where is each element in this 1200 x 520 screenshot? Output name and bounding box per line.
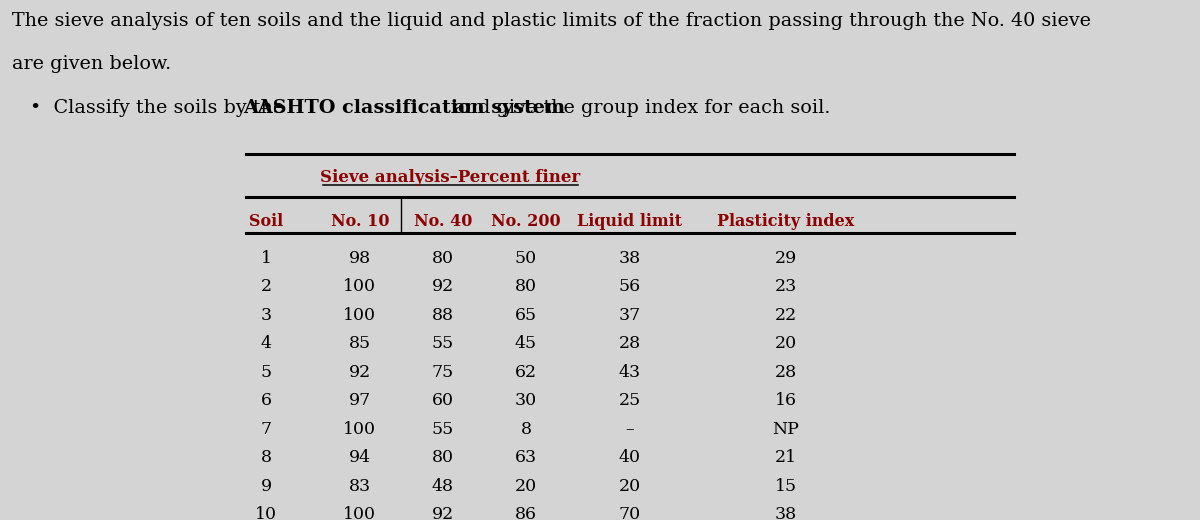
Text: 2: 2 — [260, 278, 272, 295]
Text: 85: 85 — [349, 335, 371, 353]
Text: 7: 7 — [260, 421, 272, 438]
Text: 62: 62 — [515, 364, 538, 381]
Text: 10: 10 — [256, 506, 277, 520]
Text: 37: 37 — [619, 307, 641, 324]
Text: No. 40: No. 40 — [414, 213, 472, 230]
Text: Liquid limit: Liquid limit — [577, 213, 683, 230]
Text: 92: 92 — [432, 506, 454, 520]
Text: 16: 16 — [775, 393, 797, 409]
Text: No. 200: No. 200 — [491, 213, 560, 230]
Text: 50: 50 — [515, 250, 538, 267]
Text: 80: 80 — [432, 250, 454, 267]
Text: 20: 20 — [515, 478, 538, 495]
Text: 94: 94 — [349, 449, 371, 466]
Text: 15: 15 — [775, 478, 797, 495]
Text: The sieve analysis of ten soils and the liquid and plastic limits of the fractio: The sieve analysis of ten soils and the … — [12, 12, 1091, 30]
Text: 5: 5 — [260, 364, 272, 381]
Text: 100: 100 — [343, 506, 377, 520]
Text: NP: NP — [773, 421, 799, 438]
Text: 21: 21 — [775, 449, 797, 466]
Text: 28: 28 — [775, 364, 797, 381]
Text: 45: 45 — [515, 335, 538, 353]
Text: 86: 86 — [515, 506, 538, 520]
Text: 56: 56 — [619, 278, 641, 295]
Text: 88: 88 — [432, 307, 454, 324]
Text: 70: 70 — [619, 506, 641, 520]
Text: 92: 92 — [349, 364, 371, 381]
Text: 4: 4 — [260, 335, 272, 353]
Text: Sieve analysis–Percent finer: Sieve analysis–Percent finer — [320, 169, 581, 186]
Text: 29: 29 — [775, 250, 797, 267]
Text: –: – — [625, 421, 635, 438]
Text: AASHTO classification system: AASHTO classification system — [242, 99, 565, 117]
Text: 38: 38 — [775, 506, 797, 520]
Text: 20: 20 — [775, 335, 797, 353]
Text: 3: 3 — [260, 307, 272, 324]
Text: and give the group index for each soil.: and give the group index for each soil. — [448, 99, 830, 117]
Text: Soil: Soil — [250, 213, 283, 230]
Text: 1: 1 — [260, 250, 272, 267]
Text: 98: 98 — [349, 250, 371, 267]
Text: 20: 20 — [619, 478, 641, 495]
Text: 63: 63 — [515, 449, 538, 466]
Text: 97: 97 — [349, 393, 371, 409]
Text: 75: 75 — [432, 364, 454, 381]
Text: 6: 6 — [260, 393, 272, 409]
Text: •  Classify the soils by the: • Classify the soils by the — [30, 99, 290, 117]
Text: 22: 22 — [775, 307, 797, 324]
Text: 65: 65 — [515, 307, 538, 324]
Text: 8: 8 — [521, 421, 532, 438]
Text: are given below.: are given below. — [12, 55, 170, 72]
Text: 55: 55 — [432, 421, 454, 438]
Text: 9: 9 — [260, 478, 272, 495]
Text: Plasticity index: Plasticity index — [718, 213, 854, 230]
Text: 92: 92 — [432, 278, 454, 295]
Text: 100: 100 — [343, 278, 377, 295]
Text: 60: 60 — [432, 393, 454, 409]
Text: 48: 48 — [432, 478, 454, 495]
Text: 83: 83 — [349, 478, 371, 495]
Text: 30: 30 — [515, 393, 538, 409]
Text: 38: 38 — [619, 250, 641, 267]
Text: 43: 43 — [619, 364, 641, 381]
Text: 100: 100 — [343, 421, 377, 438]
Text: 100: 100 — [343, 307, 377, 324]
Text: 40: 40 — [619, 449, 641, 466]
Text: 55: 55 — [432, 335, 454, 353]
Text: 23: 23 — [775, 278, 797, 295]
Text: 8: 8 — [260, 449, 272, 466]
Text: 28: 28 — [619, 335, 641, 353]
Text: No. 10: No. 10 — [330, 213, 389, 230]
Text: 80: 80 — [432, 449, 454, 466]
Text: 80: 80 — [515, 278, 538, 295]
Text: 25: 25 — [619, 393, 641, 409]
